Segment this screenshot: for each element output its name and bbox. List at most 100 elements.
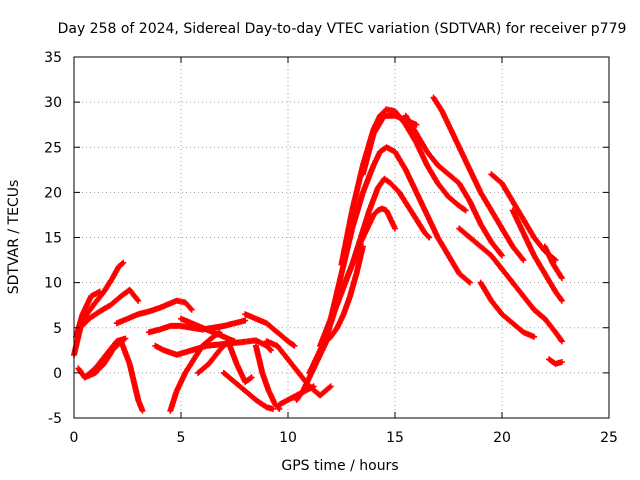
series-t02: [73, 288, 103, 340]
point-marker: [103, 339, 119, 358]
y-tick-label: 20: [44, 185, 62, 201]
point-marker: [274, 342, 290, 362]
point-marker: [466, 166, 483, 194]
point-marker: [531, 333, 538, 340]
y-tick-label: 30: [44, 95, 62, 111]
point-marker: [520, 293, 537, 312]
point-marker: [107, 294, 123, 309]
point-marker: [327, 326, 340, 340]
point-marker: [509, 279, 526, 298]
point-marker: [509, 320, 526, 335]
series-t24: [430, 94, 527, 264]
point-marker: [488, 239, 504, 258]
series-t23: [402, 112, 505, 259]
point-marker: [550, 261, 565, 280]
point-marker: [499, 252, 505, 259]
y-tick-label: 35: [44, 50, 62, 66]
point-marker: [306, 353, 321, 376]
point-marker: [392, 148, 408, 172]
point-marker: [488, 171, 504, 186]
point-marker: [96, 288, 103, 295]
point-marker: [317, 384, 333, 399]
point-marker: [413, 139, 430, 167]
point-marker: [338, 209, 355, 268]
point-marker: [509, 207, 526, 235]
point-marker: [541, 270, 558, 294]
point-marker: [499, 266, 515, 285]
series-t05: [81, 335, 129, 381]
point-marker: [272, 401, 282, 411]
point-marker: [520, 216, 537, 240]
point-marker: [445, 171, 461, 186]
point-marker: [135, 297, 142, 304]
x-tick-label: 0: [70, 430, 79, 446]
point-marker: [477, 243, 494, 258]
point-marker: [349, 236, 364, 268]
point-marker: [252, 342, 265, 375]
point-marker: [270, 406, 276, 412]
point-marker: [413, 216, 428, 235]
point-marker: [120, 259, 127, 266]
point-marker: [370, 114, 387, 137]
chart-title: Day 258 of 2024, Sidereal Day-to-day VTE…: [58, 21, 627, 37]
series-t13: [242, 311, 298, 349]
point-marker: [434, 180, 451, 199]
point-marker: [488, 207, 505, 231]
x-tick-label: 5: [177, 430, 186, 446]
point-marker: [413, 130, 430, 154]
point-marker: [466, 279, 473, 286]
point-marker: [205, 348, 222, 367]
point-marker: [374, 206, 384, 214]
point-marker: [456, 202, 468, 213]
point-marker: [225, 338, 240, 366]
point-marker: [558, 359, 565, 365]
point-marker: [552, 288, 564, 303]
point-marker: [477, 189, 494, 212]
point-marker: [77, 316, 91, 331]
point-marker: [477, 279, 494, 303]
point-marker: [242, 375, 254, 385]
y-tick-label: 5: [53, 321, 62, 337]
point-marker: [447, 126, 462, 149]
point-marker: [274, 329, 290, 344]
point-marker: [541, 315, 558, 334]
point-marker: [456, 180, 473, 203]
point-marker: [434, 162, 451, 177]
point-marker: [101, 276, 115, 295]
point-marker: [499, 225, 515, 249]
series-t28: [509, 207, 565, 304]
point-marker: [203, 341, 226, 349]
series-t19: [317, 175, 433, 349]
y-tick-label: 25: [44, 140, 62, 156]
point-marker: [424, 148, 440, 168]
series-t31: [546, 356, 565, 367]
point-marker: [558, 275, 565, 282]
point-marker: [126, 286, 141, 303]
point-marker: [434, 234, 451, 258]
point-marker: [81, 366, 98, 381]
series-t14: [252, 342, 283, 412]
point-marker: [242, 317, 249, 324]
series-t04: [77, 286, 142, 331]
y-tick-label: 0: [53, 366, 62, 382]
point-marker: [424, 162, 440, 185]
point-marker: [357, 208, 372, 241]
point-marker: [242, 387, 258, 402]
point-marker: [430, 94, 445, 113]
point-marker: [327, 383, 334, 390]
point-marker: [173, 347, 194, 358]
point-marker: [231, 338, 238, 345]
y-tick-label: 10: [44, 276, 62, 292]
point-marker: [182, 357, 196, 376]
point-marker: [327, 272, 345, 322]
series-t29: [531, 306, 565, 345]
point-marker: [477, 221, 494, 244]
point-marker: [263, 342, 273, 353]
point-marker: [456, 225, 472, 240]
point-marker: [499, 311, 515, 326]
y-axis-title: SDTVAR / TECUs: [6, 180, 22, 295]
point-marker: [402, 121, 419, 145]
point-marker: [424, 211, 441, 240]
